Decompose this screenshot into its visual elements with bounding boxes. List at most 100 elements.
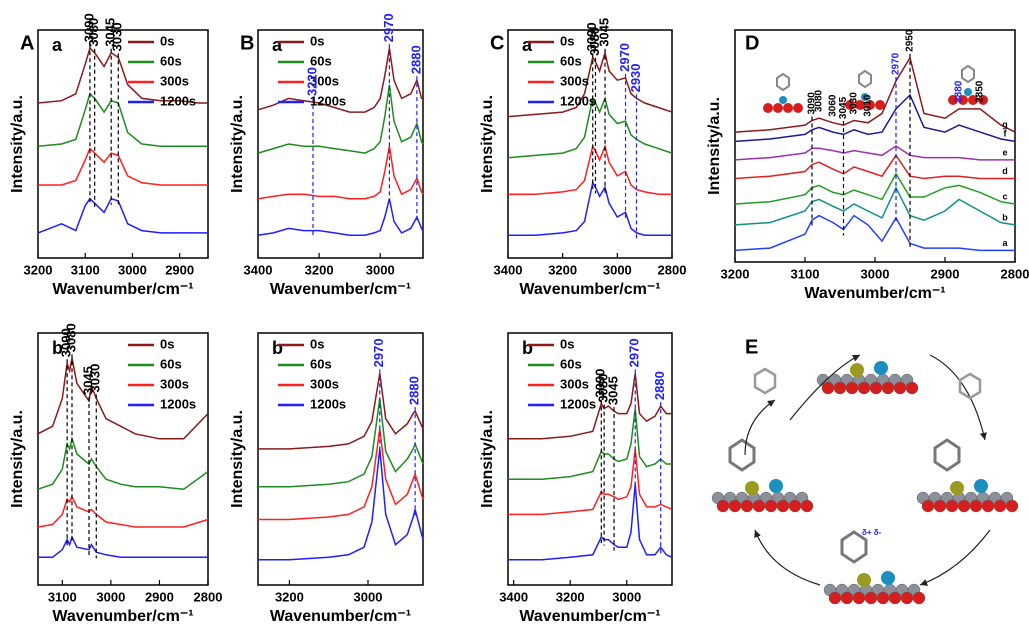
inset-atom (968, 95, 978, 105)
spectrum-line (258, 428, 424, 521)
peak-label: 3060 (828, 94, 839, 117)
inset-molecule (961, 64, 975, 84)
inset-atom (865, 100, 875, 110)
peak-label: 3090 (81, 13, 96, 42)
spectrum-line (508, 484, 673, 561)
atom (728, 499, 742, 513)
legend-label: 1200s (310, 396, 346, 411)
atom (764, 499, 778, 513)
spectrum-line (734, 145, 1015, 161)
legend-label: 0s (560, 336, 574, 351)
inset-atom (875, 100, 885, 110)
metal-atom (874, 361, 888, 375)
cycle-arrow (919, 529, 991, 586)
atom (912, 591, 926, 605)
peak-label: 3090 (59, 328, 74, 357)
cycle-arrow (789, 354, 861, 421)
atom (893, 381, 907, 395)
peak-label: 3010 (863, 94, 874, 117)
panel-subtitle: a (52, 35, 63, 55)
spectrum-line (257, 84, 424, 154)
inset-atom (779, 96, 787, 104)
y-axis-label: Intensity/a.u. (479, 410, 496, 508)
peak-label: 2880 (408, 45, 423, 74)
plot-frame (257, 29, 424, 259)
spectrum-line (508, 448, 673, 516)
panel-letter: B (240, 32, 254, 54)
atom (969, 499, 983, 513)
molecule (933, 438, 961, 472)
legend-label: 300s (310, 376, 339, 391)
legend-label: 1200s (310, 93, 346, 108)
atom (900, 591, 914, 605)
legend-label: 60s (160, 53, 182, 68)
peak-label: 2970 (371, 338, 386, 367)
y-axis-label: Intensity/a.u. (479, 95, 496, 193)
peak-label: 3080 (86, 18, 101, 47)
inset-atom (964, 88, 972, 96)
peak-label: 3045 (838, 96, 849, 119)
peak-label: 3030 (110, 22, 125, 51)
atom (981, 499, 995, 513)
peak-label: 2880 (652, 371, 667, 400)
spectrum-line (508, 408, 672, 480)
peak-label: 2970 (381, 13, 396, 42)
spectrum-line (258, 448, 424, 561)
y-axis-label: Intensity/a.u. (9, 410, 26, 508)
peak-label: 3045 (103, 18, 118, 47)
atom (881, 381, 895, 395)
legend-label: 0s (160, 336, 174, 351)
atom (888, 591, 902, 605)
molecule (840, 530, 868, 564)
atom (740, 499, 754, 513)
x-tick-label: 3000 (612, 589, 641, 604)
peak-label: 3080 (596, 374, 611, 403)
peak-label: 2970 (617, 43, 632, 72)
x-axis-label: Wavenumber/cm⁻¹ (270, 281, 411, 298)
x-tick-label: 3000 (603, 262, 632, 277)
legend-label: 300s (560, 376, 589, 391)
legend-label: 1200s (160, 93, 196, 108)
peak-label: 3045 (80, 366, 95, 395)
atom (845, 381, 859, 395)
peak-label: 2880 (954, 80, 965, 103)
metal-atom (745, 481, 759, 495)
free-molecule (753, 367, 777, 395)
atom (840, 591, 854, 605)
spectrum-line (734, 153, 1015, 180)
atom (905, 381, 919, 395)
legend-label: 300s (560, 73, 589, 88)
y-axis-label: Intensity/a.u. (229, 95, 246, 193)
peak-label: 3045 (605, 376, 620, 405)
legend-label: 1200s (560, 396, 596, 411)
free-molecule (958, 372, 982, 400)
x-tick-label: 3200 (721, 266, 750, 281)
x-axis-label: Wavenumber/cm⁻¹ (804, 285, 945, 302)
panel-letter: C (490, 32, 504, 54)
x-tick-label: 3400 (494, 262, 523, 277)
metal-atom (950, 481, 964, 495)
peak-label: 3090 (593, 369, 608, 398)
atom (716, 499, 730, 513)
legend-label: 300s (160, 73, 189, 88)
atom (833, 381, 847, 395)
peak-label: 2970 (891, 52, 902, 75)
legend-label: 0s (310, 33, 324, 48)
plot-frame (734, 29, 1016, 263)
spectrum-line (257, 198, 424, 236)
x-tick-label: 3100 (791, 266, 820, 281)
series-label: e (1002, 147, 1007, 157)
x-tick-label: 2800 (658, 262, 687, 277)
atom (957, 499, 971, 513)
atom (993, 499, 1007, 513)
inset-atom (763, 103, 773, 113)
spectrum-line (37, 436, 209, 490)
spectrum-line (257, 146, 424, 200)
x-tick-label: 3400 (499, 589, 528, 604)
x-tick-label: 3000 (861, 266, 890, 281)
legend-label: 60s (310, 53, 332, 68)
x-tick-label: 3000 (354, 589, 383, 604)
panel-subtitle: b (52, 338, 63, 358)
x-tick-label: 3200 (548, 262, 577, 277)
plot-frame (507, 29, 673, 259)
